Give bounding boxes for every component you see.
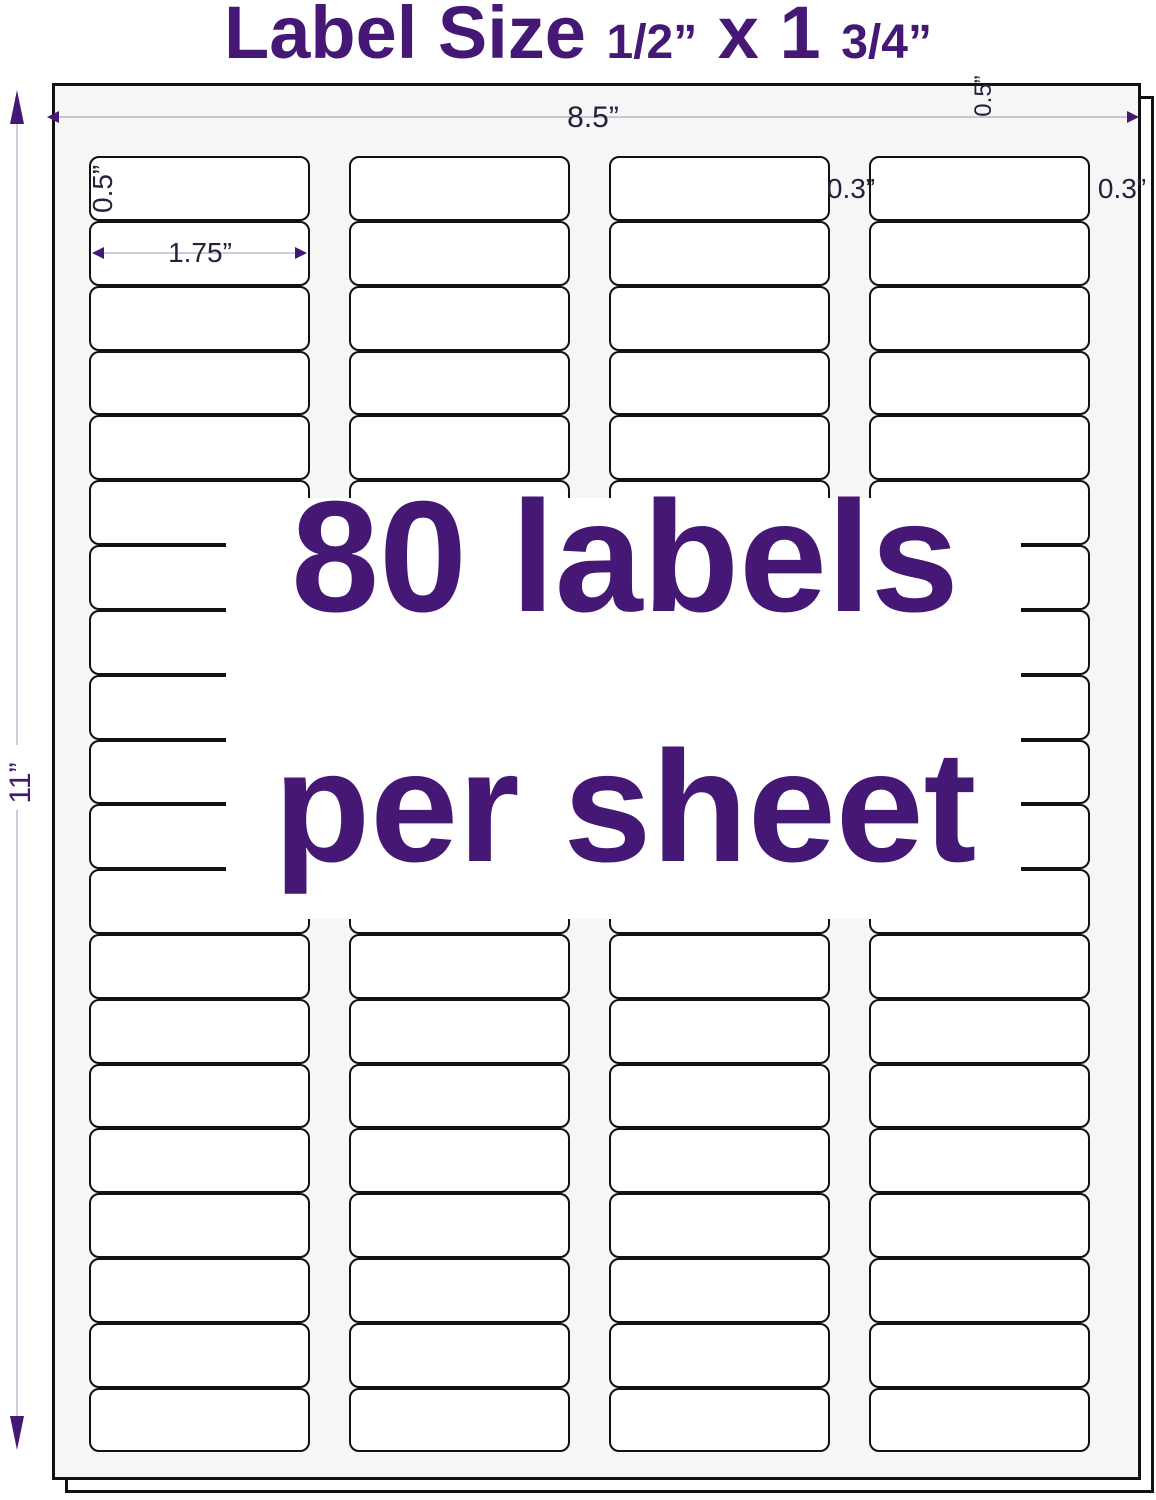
svg-text:0.5”: 0.5” bbox=[87, 165, 118, 213]
svg-text:0.5”: 0.5” bbox=[970, 75, 997, 116]
svg-text:11”: 11” bbox=[4, 762, 37, 803]
svg-text:0.3”: 0.3” bbox=[827, 173, 875, 204]
svg-text:8.5”: 8.5” bbox=[567, 101, 619, 134]
svg-text:0.3”: 0.3” bbox=[1098, 173, 1146, 204]
svg-text:1.75”: 1.75” bbox=[168, 237, 232, 268]
